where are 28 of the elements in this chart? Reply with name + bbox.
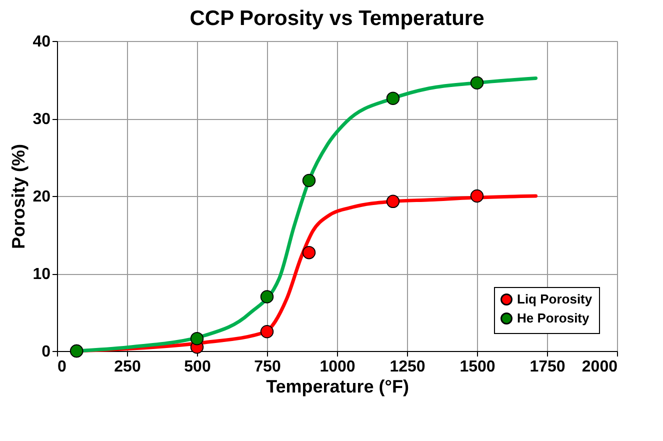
point (260, 290, 274, 304)
x-tick-label: 750 (254, 358, 281, 376)
x-tick-label: 0 (58, 358, 66, 376)
point (470, 189, 484, 203)
y-tick-label: 30 (32, 111, 51, 128)
point (386, 194, 400, 208)
x-tick-label: 1750 (530, 358, 566, 376)
x-tick-label: 250 (114, 358, 141, 376)
point (190, 332, 204, 346)
point (260, 325, 274, 338)
point (302, 246, 316, 260)
y-tick-label: 40 (32, 34, 51, 50)
y-tick-label: 10 (32, 266, 51, 283)
x-tick-label: 1250 (390, 358, 426, 376)
x-tick-label: 2000 (582, 358, 618, 376)
x-axis-title: Temperature (°F) (266, 376, 409, 396)
point (302, 174, 316, 188)
legend-label: Liq Porosity (517, 292, 593, 306)
x-tick-label: 1500 (460, 358, 496, 376)
x-tick-label: 1000 (320, 358, 356, 376)
x-tick-label: 500 (184, 358, 211, 376)
legend-label: He Porosity (517, 310, 590, 326)
y-axis-title: Porosity (%) (8, 144, 29, 250)
point (470, 76, 484, 90)
y-tick-label: 20 (32, 188, 51, 206)
point (386, 92, 400, 105)
chart-title: CCP Porosity vs Temperature (190, 7, 484, 30)
y-tick-label: 0 (42, 344, 51, 360)
